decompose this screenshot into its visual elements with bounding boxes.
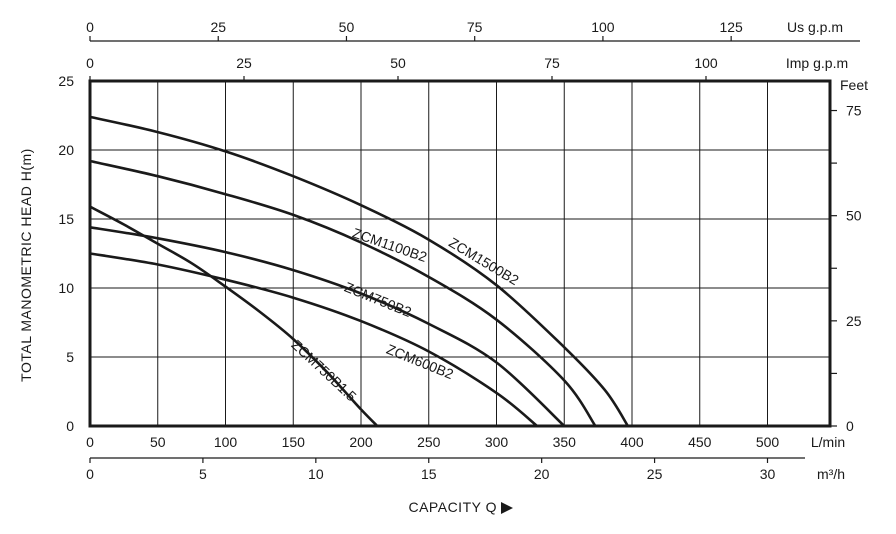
pump-curve-label: ZCM750B2 (342, 279, 414, 320)
right-unit-label: Feet (840, 77, 868, 93)
us-gpm-tick-label: 0 (86, 19, 94, 35)
x-tick-label: 400 (620, 434, 644, 450)
right-tick-label: 25 (846, 313, 862, 329)
x-tick-label: 350 (553, 434, 577, 450)
pump-curve-line (89, 226, 566, 427)
y-tick-label: 10 (58, 280, 74, 296)
us-gpm-tick-label: 75 (467, 19, 483, 35)
plot-frame (88, 79, 832, 428)
x-tick-label: 100 (214, 434, 238, 450)
m3h-tick-label: 30 (760, 466, 776, 482)
us-gpm-tick-label: 50 (339, 19, 355, 35)
pump-curve-line (89, 115, 630, 427)
us-gpm-unit-label: Us g.p.m (787, 19, 843, 35)
pump-curve-line (89, 159, 597, 427)
y-tick-label: 5 (66, 349, 74, 365)
x-tick-label: 250 (417, 434, 441, 450)
x-tick-label: 0 (86, 434, 94, 450)
pump-curve-line (89, 205, 379, 427)
m3h-unit-label: m³/h (817, 466, 845, 482)
imp-gpm-tick-label: 25 (236, 55, 252, 71)
m3h-tick-label: 25 (647, 466, 663, 482)
m3h-tick-label: 15 (421, 466, 437, 482)
us-gpm-tick-label: 100 (591, 19, 615, 35)
x-axis-title-group: CAPACITY Q (408, 499, 513, 515)
us-gpm-tick-label: 125 (719, 19, 743, 35)
m3h-tick-label: 20 (534, 466, 550, 482)
capacity-arrow-icon (501, 502, 513, 514)
pump-curves: ZCM1500B2ZCM1100B2ZCM750B2ZCM600B2ZCM750… (89, 115, 630, 428)
imp-gpm-tick-label: 75 (544, 55, 560, 71)
x-tick-label: 200 (349, 434, 373, 450)
y-tick-label: 20 (58, 142, 74, 158)
x-tick-label: 150 (282, 434, 306, 450)
imp-gpm-tick-label: 100 (694, 55, 718, 71)
pump-curve-label: ZCM1100B2 (351, 225, 430, 265)
m3h-tick-label: 10 (308, 466, 324, 482)
x-tick-label: 50 (150, 434, 166, 450)
m3h-tick-label: 5 (199, 466, 207, 482)
imp-gpm-tick-label: 0 (86, 55, 94, 71)
pump-curve-label: ZCM750B1.5 (288, 336, 359, 404)
y-tick-label: 15 (58, 211, 74, 227)
imp-gpm-tick-label: 50 (390, 55, 406, 71)
y-tick-label: 25 (58, 73, 74, 89)
x-unit-label: L/min (811, 434, 845, 450)
right-tick-label: 50 (846, 208, 862, 224)
gridlines (90, 81, 830, 426)
right-tick-label: 0 (846, 418, 854, 434)
x-tick-label: 450 (688, 434, 712, 450)
right-tick-label: 75 (846, 103, 862, 119)
x-tick-label: 500 (756, 434, 780, 450)
y-axis-title: TOTAL MANOMETRIC HEAD H(m) (18, 148, 34, 382)
us-gpm-tick-label: 25 (210, 19, 226, 35)
x-axis-title: CAPACITY Q (408, 499, 497, 515)
m3h-tick-label: 0 (86, 466, 94, 482)
y-tick-label: 0 (66, 418, 74, 434)
x-tick-label: 300 (485, 434, 509, 450)
pump-curve-label: ZCM1500B2 (446, 234, 522, 288)
pump-curve-line (89, 252, 538, 428)
imp-gpm-unit-label: Imp g.p.m (786, 55, 848, 71)
